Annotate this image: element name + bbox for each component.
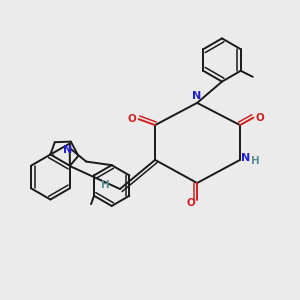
Text: N: N	[193, 91, 202, 101]
Text: H: H	[251, 156, 260, 167]
Text: H: H	[100, 179, 109, 190]
Text: N: N	[63, 145, 72, 155]
Text: O: O	[186, 198, 195, 208]
Text: N: N	[241, 153, 250, 164]
Text: O: O	[128, 113, 136, 124]
Text: O: O	[256, 112, 265, 123]
